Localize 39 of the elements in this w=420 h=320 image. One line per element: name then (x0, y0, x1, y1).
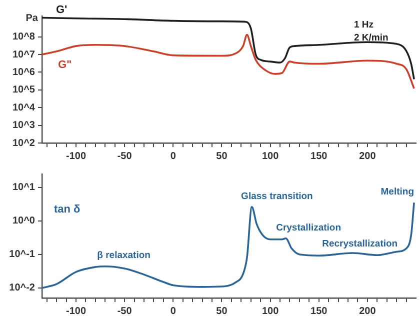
y-tick-label: 10^8 (12, 32, 36, 43)
x-tick-label: -100 (66, 150, 86, 162)
annotation: Recrystallization (322, 238, 398, 250)
x-tick-label: 50 (216, 150, 228, 162)
y-tick-label: 10^4 (12, 102, 36, 114)
line-series (42, 202, 415, 289)
annotation: Crystallization (276, 222, 342, 234)
x-tick-label: 0 (170, 150, 176, 162)
line-series (42, 16, 415, 80)
line-series (42, 34, 415, 90)
annotation: Melting (380, 186, 414, 198)
series-label: G' (56, 4, 68, 16)
y-tick-label: 10^5 (12, 84, 36, 96)
x-tick-label: 50 (216, 306, 228, 317)
y-tick-label: 10^6 (12, 66, 36, 78)
series-label: G" (58, 59, 72, 72)
y-axis-title: Pa (26, 12, 38, 24)
x-tick-label: 150 (310, 150, 328, 162)
x-tick-label: 100 (262, 306, 280, 317)
x-tick-label: -50 (117, 306, 132, 317)
y-tick-label: 10^3 (12, 120, 36, 132)
annotation: β relaxation (97, 250, 151, 262)
x-tick-label: -100 (66, 306, 86, 317)
y-tick-label: 10^1 (12, 182, 36, 194)
y-tick-label: 10^2 (12, 138, 36, 149)
x-tick-label: 200 (359, 306, 376, 317)
y-tick-label: 10^-1 (9, 249, 36, 260)
y-tick-label: 10^7 (12, 49, 36, 60)
x-tick-label: 100 (262, 150, 280, 162)
x-tick-label: 150 (310, 306, 328, 317)
y-axis-title: tan δ (54, 204, 81, 216)
annotation: 2 K/min (354, 32, 389, 44)
y-tick-label: 10^-2 (9, 282, 36, 294)
annotation: 1 Hz (354, 19, 374, 30)
x-tick-label: 0 (170, 306, 176, 317)
x-tick-label: -50 (117, 150, 132, 162)
y-tick-label: 10^0 (12, 216, 36, 227)
annotation: Glass transition (241, 190, 314, 202)
x-tick-label: 200 (359, 150, 376, 162)
